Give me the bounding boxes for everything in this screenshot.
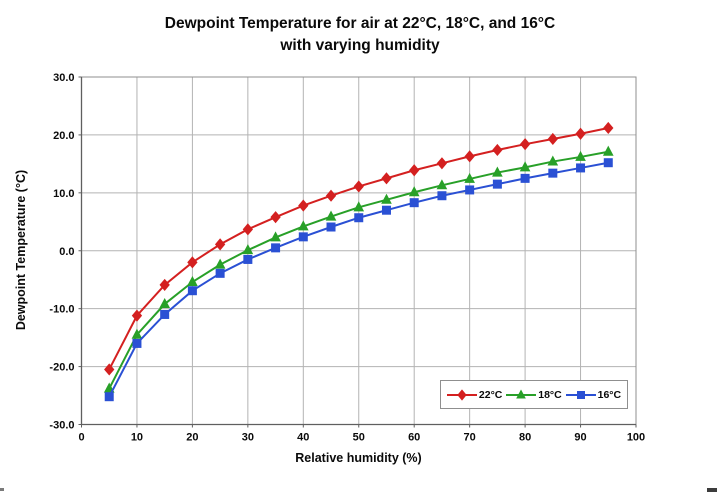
data-point-square — [603, 158, 613, 168]
data-point-square — [271, 243, 281, 253]
data-point-diamond — [436, 157, 448, 170]
legend-label: 16°C — [597, 388, 622, 401]
data-point-diamond — [159, 278, 170, 291]
data-point-triangle — [214, 258, 226, 269]
x-tick-label: 20 — [186, 432, 198, 444]
data-point-square — [437, 191, 447, 201]
data-point-diamond — [457, 388, 467, 401]
series-16c — [104, 158, 613, 402]
y-tick-label: -10.0 — [49, 304, 74, 316]
data-point-diamond — [381, 172, 392, 185]
y-tick-label: -30.0 — [49, 420, 74, 432]
data-point-diamond — [492, 143, 503, 157]
data-point-triangle — [131, 328, 143, 339]
data-point-diamond — [187, 256, 198, 269]
data-point-triangle — [159, 297, 171, 309]
data-point-square — [492, 179, 502, 189]
y-tick-label: 20.0 — [53, 130, 74, 142]
data-point-diamond — [547, 132, 558, 146]
data-point-triangle — [547, 155, 559, 166]
data-point-triangle — [187, 275, 198, 287]
legend-item-16c: 16°C — [565, 388, 622, 401]
data-point-triangle — [602, 145, 614, 156]
x-tick-label: 30 — [242, 432, 254, 444]
y-tick-label: 30.0 — [53, 72, 74, 84]
data-point-square — [576, 390, 585, 399]
data-point-square — [548, 168, 558, 178]
data-point-triangle — [325, 210, 337, 221]
data-point-square — [104, 392, 114, 402]
data-point-triangle — [575, 150, 586, 161]
data-point-square — [298, 232, 308, 242]
data-point-square — [187, 286, 197, 296]
chart-title-line2: with varying humidity — [280, 37, 440, 54]
x-tick-label: 70 — [464, 432, 476, 444]
legend: 22°C 18°C 16°C — [440, 380, 628, 409]
scan-artifact-bottom-left — [0, 488, 4, 491]
x-tick-label: 90 — [574, 432, 586, 444]
data-point-triangle — [297, 220, 309, 231]
data-point-diamond — [104, 363, 115, 376]
legend-marker-diamond-icon — [446, 388, 477, 401]
y-tick-label: -20.0 — [49, 362, 74, 374]
data-point-diamond — [270, 211, 281, 224]
data-point-diamond — [325, 189, 337, 202]
data-point-triangle — [353, 201, 365, 212]
legend-marker-triangle-icon — [506, 388, 537, 398]
data-point-square — [160, 309, 170, 319]
data-point-square — [326, 222, 336, 232]
x-tick-label: 10 — [131, 432, 143, 444]
data-point-square — [243, 254, 253, 264]
x-tick-label: 60 — [408, 432, 420, 444]
data-point-diamond — [242, 223, 254, 236]
data-point-diamond — [353, 180, 364, 193]
data-point-triangle — [381, 193, 392, 204]
x-tick-label: 100 — [627, 432, 645, 444]
data-point-diamond — [409, 164, 420, 177]
data-point-diamond — [131, 309, 143, 322]
chart-title-line1: Dewpoint Temperature for air at 22°C, 18… — [164, 15, 556, 32]
legend-item-18c: 18°C — [506, 388, 562, 401]
legend-marker-square-icon — [565, 390, 596, 399]
data-point-square — [409, 198, 419, 208]
x-tick-label: 80 — [519, 432, 531, 444]
data-point-square — [354, 213, 364, 223]
data-point-triangle — [242, 244, 254, 255]
legend-item-22c: 22°C — [446, 388, 503, 401]
data-point-diamond — [519, 138, 531, 151]
x-tick-label: 50 — [353, 432, 365, 444]
data-point-triangle — [103, 382, 115, 393]
x-tick-label: 40 — [297, 432, 309, 444]
data-point-square — [520, 173, 530, 183]
data-point-triangle — [464, 172, 475, 183]
data-point-triangle — [516, 388, 527, 398]
data-point-triangle — [436, 179, 448, 190]
legend-label: 22°C — [478, 388, 503, 401]
data-point-square — [132, 338, 142, 348]
legend-label: 18°C — [538, 388, 562, 401]
data-point-diamond — [575, 127, 586, 140]
data-point-square — [465, 185, 475, 195]
x-axis-title: Relative humidity (%) — [295, 451, 422, 465]
data-point-triangle — [408, 186, 420, 197]
data-point-diamond — [464, 150, 475, 163]
data-point-diamond — [298, 199, 309, 212]
data-point-triangle — [270, 231, 281, 242]
data-point-square — [381, 205, 391, 215]
chart-title: Dewpoint Temperature for air at 22°C, 18… — [0, 13, 720, 57]
scan-artifact-bottom-right — [707, 488, 717, 492]
data-point-triangle — [492, 166, 503, 177]
series-18c — [103, 145, 614, 393]
series-22c — [104, 121, 614, 376]
x-tick-label: 0 — [78, 432, 84, 444]
data-point-diamond — [603, 121, 614, 135]
data-point-triangle — [519, 161, 531, 172]
y-tick-label: 10.0 — [53, 188, 74, 200]
data-point-square — [576, 163, 586, 173]
data-point-diamond — [214, 238, 226, 251]
y-tick-label: 0.0 — [59, 246, 74, 258]
data-point-square — [215, 268, 225, 278]
